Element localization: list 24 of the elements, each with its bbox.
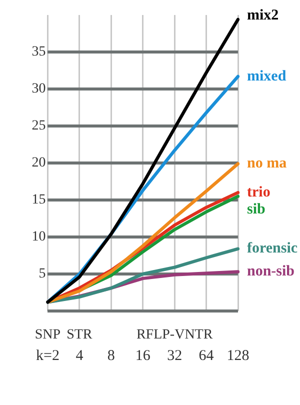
y-tick-label: 15: [32, 192, 46, 208]
text: STR: [66, 328, 93, 343]
x-tick-label: 4: [76, 348, 84, 364]
text: SNP: [34, 328, 61, 343]
x-tick-label: 8: [107, 348, 115, 364]
x-tick-label: k=2: [36, 348, 60, 364]
series-label: non-sib: [247, 264, 295, 280]
y-tick-label: 30: [32, 82, 46, 97]
x-tick-label: 128: [226, 348, 250, 364]
series-label: forensic: [247, 240, 298, 257]
y-tick-label: 20: [32, 156, 46, 171]
text: RFLP-VNTR: [136, 328, 214, 343]
y-tick-label: 5: [38, 266, 46, 282]
series-label: mixed: [247, 68, 287, 84]
x-tick-label: 64: [198, 348, 214, 364]
series-label: no ma: [247, 156, 288, 172]
x-tick-label: 32: [167, 348, 182, 364]
series-label: mix2: [247, 7, 279, 24]
y-tick-label: 10: [32, 230, 46, 245]
y-tick-label: 35: [32, 44, 46, 60]
y-tick-label: 25: [32, 118, 46, 134]
x-tick-label: 16: [135, 348, 151, 364]
series-label: trio: [247, 184, 270, 200]
series-label: sib: [247, 201, 266, 218]
